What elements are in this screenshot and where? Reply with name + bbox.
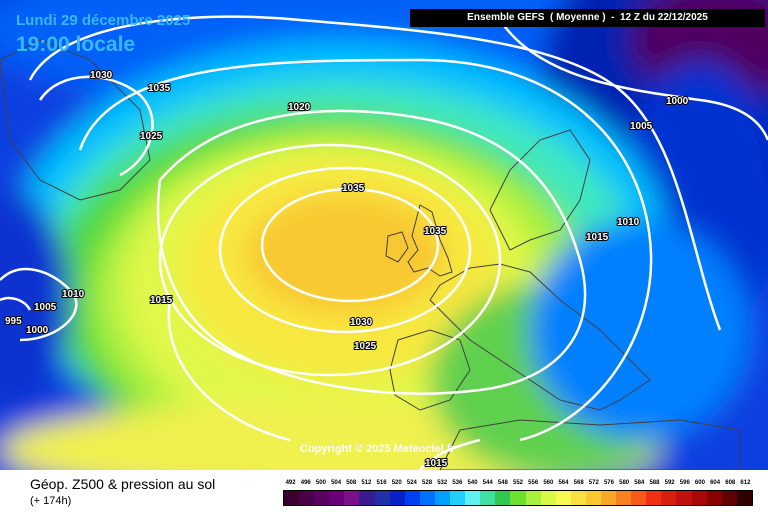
legend-swatch xyxy=(329,491,345,505)
legend-swatch xyxy=(570,491,586,505)
isobar-labels: 1030 1035 1025 1020 1035 1035 1030 1025 1015 1010… xyxy=(4,69,690,470)
legend-label: 512 xyxy=(361,480,372,486)
isobar-label: 1025 xyxy=(140,131,163,142)
legend-label: 608 xyxy=(725,480,736,486)
legend-swatch xyxy=(555,491,571,505)
legend-swatch xyxy=(661,491,677,505)
legend-label: 528 xyxy=(422,480,433,486)
legend-label: 584 xyxy=(634,480,645,486)
legend-swatch xyxy=(646,491,662,505)
legend-label: 544 xyxy=(482,480,493,486)
legend-label: 612 xyxy=(740,480,751,486)
legend-swatch xyxy=(585,491,601,505)
isobar-label: 1000 xyxy=(26,325,49,336)
isobar-label: 1005 xyxy=(34,302,57,313)
legend-swatch xyxy=(540,491,556,505)
isobar-label: 1010 xyxy=(617,217,640,228)
isobar-label: 1005 xyxy=(630,121,653,132)
legend-swatch xyxy=(344,491,360,505)
legend-label: 536 xyxy=(452,480,463,486)
legend-swatch xyxy=(616,491,632,505)
legend-swatch xyxy=(631,491,647,505)
forecast-date: Lundi 29 décembre 2025 xyxy=(16,12,191,29)
legend-label: 524 xyxy=(406,480,417,486)
forecast-lead: (+ 174h) xyxy=(30,495,72,507)
legend-label: 568 xyxy=(573,480,584,486)
legend-swatch xyxy=(359,491,375,505)
map-title: Géop. Z500 & pression au sol xyxy=(30,476,216,492)
isobar-label: 1030 xyxy=(90,70,113,81)
geopotential-field xyxy=(0,0,768,470)
legend-label: 552 xyxy=(513,480,524,486)
legend-swatch xyxy=(691,491,707,505)
isobar-label: 1015 xyxy=(425,458,448,469)
legend-label: 580 xyxy=(619,480,630,486)
legend-label: 588 xyxy=(649,480,660,486)
legend-label: 600 xyxy=(694,480,705,486)
legend-label: 548 xyxy=(497,480,508,486)
legend-swatch xyxy=(374,491,390,505)
legend-swatch xyxy=(434,491,451,505)
legend-label: 520 xyxy=(391,480,402,486)
legend-labels: 492 496 500 504 508 512 516 520 524 528 532 536 540 5… xyxy=(283,480,753,490)
legend-label: 572 xyxy=(588,480,599,486)
legend-swatch xyxy=(495,491,511,505)
isobar-label: 1020 xyxy=(288,102,311,113)
isobar-label: 1030 xyxy=(350,317,373,328)
isobar-label: 1010 xyxy=(62,289,85,300)
land-outlines xyxy=(0,39,741,470)
legend-swatch xyxy=(389,491,405,505)
legend-swatch xyxy=(450,491,466,505)
legend-label: 564 xyxy=(558,480,569,486)
legend-label: 496 xyxy=(300,480,311,486)
legend-label: 516 xyxy=(376,480,387,486)
legend-swatch xyxy=(465,491,481,505)
isobar-label: 1025 xyxy=(354,341,377,352)
legend-swatch xyxy=(284,491,300,505)
isobar-label: 1035 xyxy=(424,226,447,237)
legend-swatch xyxy=(600,491,617,505)
legend-swatch xyxy=(404,491,420,505)
legend-label: 540 xyxy=(467,480,478,486)
legend-swatch xyxy=(419,491,435,505)
isobar-label: 995 xyxy=(5,316,22,327)
legend-label: 576 xyxy=(603,480,614,486)
legend-label: 560 xyxy=(543,480,554,486)
isobar-lines xyxy=(0,15,768,470)
legend-swatch xyxy=(676,491,692,505)
legend-label: 492 xyxy=(285,480,296,486)
legend-label: 532 xyxy=(437,480,448,486)
legend-label: 556 xyxy=(528,480,539,486)
color-scale-legend xyxy=(283,490,753,506)
legend-swatch xyxy=(510,491,526,505)
weather-map: 1030 1035 1025 1020 1035 1035 1030 1025 1015 1010… xyxy=(0,0,768,470)
legend-label: 596 xyxy=(679,480,690,486)
isobar-label: 1015 xyxy=(150,295,173,306)
legend-label: 500 xyxy=(315,480,326,486)
isobar-label: 1000 xyxy=(666,96,689,107)
legend-swatch xyxy=(736,491,752,505)
isobar-label: 1015 xyxy=(586,232,609,243)
legend-swatch xyxy=(314,491,330,505)
legend-label: 604 xyxy=(710,480,721,486)
forecast-time: 19:00 locale xyxy=(16,33,136,56)
legend-swatch xyxy=(721,491,737,505)
isobar-label: 1035 xyxy=(148,83,171,94)
legend-label: 504 xyxy=(331,480,342,486)
legend-label: 508 xyxy=(346,480,357,486)
legend-swatch xyxy=(299,491,315,505)
legend-swatch xyxy=(706,491,722,505)
isobar-label: 1035 xyxy=(342,183,365,194)
copyright-text: Copyright © 2025 Meteociel.fr xyxy=(300,443,455,455)
legend-swatch xyxy=(525,491,541,505)
model-run-label: Ensemble GEFS ( Moyenne ) - 12 Z du 22/1… xyxy=(410,9,765,27)
legend-swatch xyxy=(480,491,496,505)
legend-label: 592 xyxy=(664,480,675,486)
